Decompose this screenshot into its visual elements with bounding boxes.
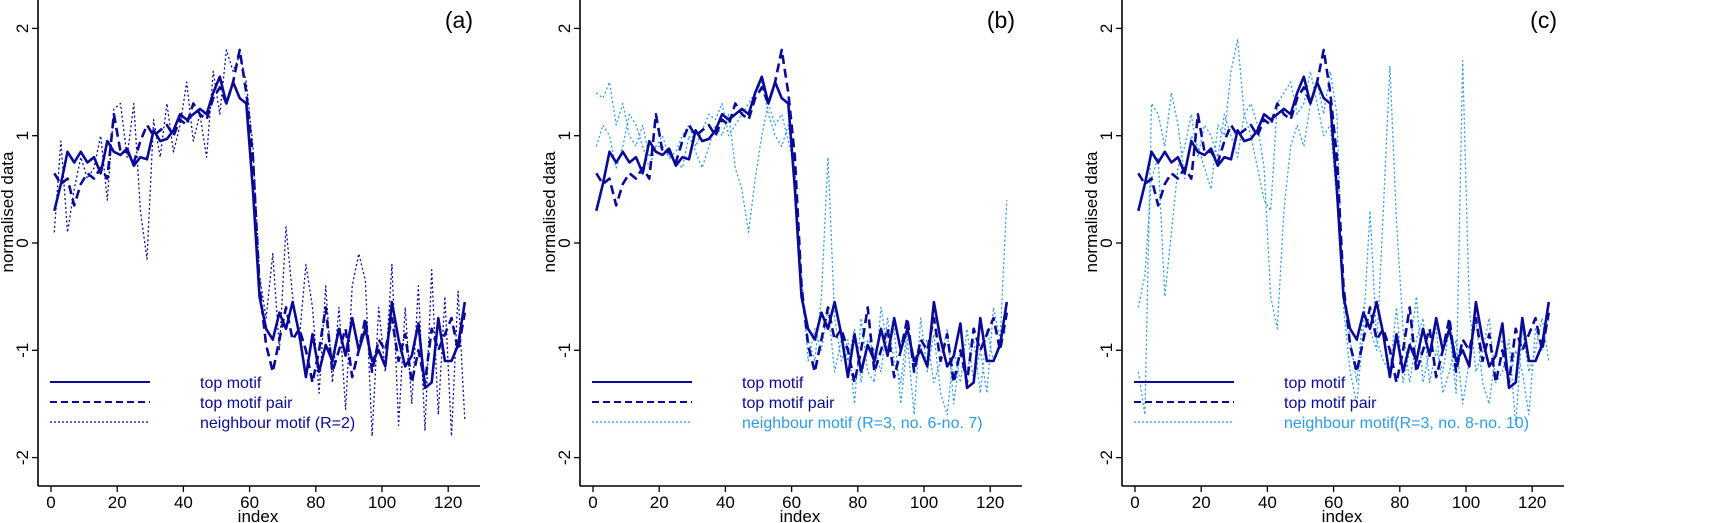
- panel-b: 0 20 40 60 80 100 120 -2 -1 0 1 2 index normalised da…: [540, 0, 1022, 523]
- series-line-dashed: [1137, 48, 1551, 384]
- series-line-dotted: [1137, 70, 1550, 416]
- x-tick-label: 60: [1324, 493, 1343, 512]
- x-tick-label: 120: [434, 493, 462, 512]
- y-tick-label: 2: [13, 24, 32, 33]
- x-tick-label: 40: [174, 493, 193, 512]
- x-tick-label: 60: [240, 493, 259, 512]
- x-tick-label: 100: [368, 493, 396, 512]
- legend-label: top motif: [1284, 375, 1346, 392]
- x-tick-label: 20: [1192, 493, 1211, 512]
- x-tick-label: 0: [1130, 493, 1139, 512]
- x-tick-label: 20: [650, 493, 669, 512]
- x-tick-label: 80: [306, 493, 325, 512]
- y-tick-label: 2: [1097, 24, 1116, 33]
- x-axis-label: index: [238, 507, 279, 523]
- panel-label: (c): [1530, 7, 1557, 33]
- legend-label: top motif: [200, 375, 262, 392]
- y-tick-label: -2: [555, 450, 574, 465]
- y-axis-label: normalised data: [0, 151, 17, 273]
- legend-label: neighbour motif (R=3, no. 6-no. 7): [742, 415, 983, 432]
- x-axis-label: index: [780, 507, 821, 523]
- legend-label: top motif pair: [200, 395, 293, 412]
- series-line-dotted: [1137, 38, 1550, 427]
- y-tick-label: 2: [555, 24, 574, 33]
- y-tick-label: 0: [555, 238, 574, 247]
- x-tick-label: 100: [910, 493, 938, 512]
- series-line-solid: [53, 75, 467, 390]
- x-tick-label: 0: [588, 493, 597, 512]
- legend-label: neighbour motif(R=3, no. 8-no. 10): [1284, 415, 1529, 432]
- legend-label: top motif: [742, 375, 804, 392]
- x-tick-label: 80: [1390, 493, 1409, 512]
- y-axis-label: normalised data: [540, 151, 559, 273]
- legend-label: top motif pair: [742, 395, 835, 412]
- y-tick-label: -1: [13, 343, 32, 358]
- y-tick-label: -2: [13, 450, 32, 465]
- y-tick-label: -1: [555, 343, 574, 358]
- x-tick-label: 20: [108, 493, 127, 512]
- x-tick-label: 100: [1452, 493, 1480, 512]
- x-tick-label: 120: [1518, 493, 1546, 512]
- y-tick-label: 0: [1097, 238, 1116, 247]
- y-axis-label: normalised data: [1082, 151, 1101, 273]
- x-axis-label: index: [1322, 507, 1363, 523]
- series-line-solid: [1137, 75, 1551, 390]
- x-tick-label: 40: [1258, 493, 1277, 512]
- series-line-dashed: [53, 48, 467, 384]
- panel-a: 0 20 40 60 80 100 120 -2 -1 0 1 2 index normalised da…: [0, 0, 480, 523]
- y-tick-label: -2: [1097, 450, 1116, 465]
- legend-label: neighbour motif (R=2): [200, 415, 355, 432]
- y-tick-label: 0: [13, 238, 32, 247]
- y-tick-label: 1: [13, 131, 32, 140]
- x-tick-label: 0: [46, 493, 55, 512]
- x-tick-label: 60: [782, 493, 801, 512]
- panel-label: (b): [987, 7, 1015, 33]
- panel-c: 0 20 40 60 80 100 120 -2 -1 0 1 2 index normalised da…: [1082, 0, 1564, 523]
- x-tick-label: 80: [848, 493, 867, 512]
- y-tick-label: 1: [1097, 131, 1116, 140]
- y-tick-label: 1: [555, 131, 574, 140]
- x-tick-label: 120: [976, 493, 1004, 512]
- panel-label: (a): [445, 7, 473, 33]
- series-line-dashed: [595, 48, 1009, 384]
- x-tick-label: 40: [716, 493, 735, 512]
- series-line-dotted: [53, 49, 466, 437]
- legend-label: top motif pair: [1284, 395, 1377, 412]
- y-tick-label: -1: [1097, 343, 1116, 358]
- series-line-solid: [595, 75, 1009, 390]
